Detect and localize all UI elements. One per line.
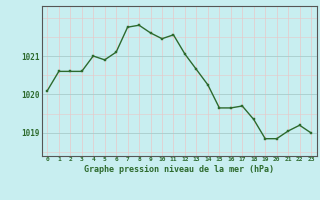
X-axis label: Graphe pression niveau de la mer (hPa): Graphe pression niveau de la mer (hPa) [84,165,274,174]
